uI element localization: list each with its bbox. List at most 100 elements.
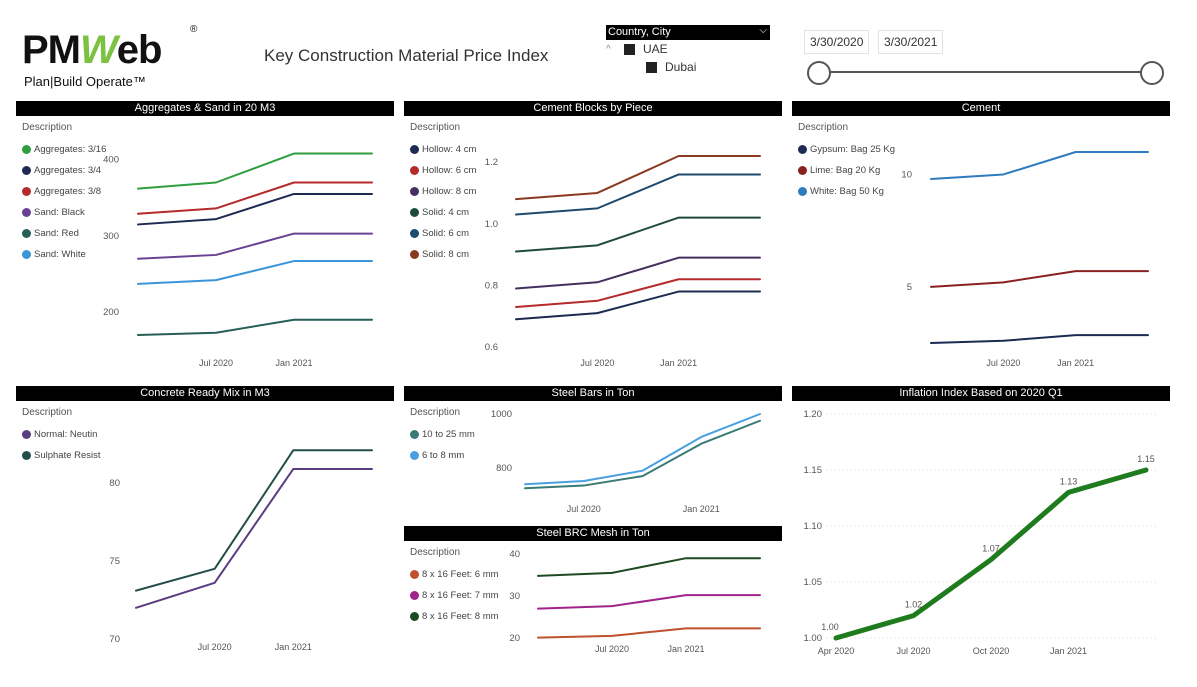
legend-item[interactable]: Sand: Black [22, 202, 106, 223]
series-line[interactable] [537, 557, 761, 577]
series-line[interactable] [137, 192, 373, 226]
chart-plot-area[interactable]: 20 30 40 Jul 2020 Jan 2021 [404, 541, 782, 662]
series-line[interactable] [137, 260, 373, 285]
slicer-item-uae[interactable]: ^ UAE [606, 40, 770, 58]
series-line[interactable] [515, 278, 761, 308]
chart-aggregates-sand[interactable]: Aggregates & Sand in 20 M3 200 300 400 Jul … [16, 101, 394, 378]
series-line[interactable] [537, 627, 761, 639]
legend-label: 6 to 8 mm [422, 450, 465, 461]
chart-steel-bars[interactable]: Steel Bars in Ton 800 1000 Jul 2020 Jan 202… [404, 386, 782, 520]
chart-steel-brc-mesh[interactable]: Steel BRC Mesh in Ton 20 30 40 Jul 2020 Jan … [404, 526, 782, 662]
chart-concrete-ready-mix[interactable]: Concrete Ready Mix in M3 70 75 80 Jul 2020 J… [16, 386, 394, 662]
legend-label: Aggregates: 3/8 [34, 186, 102, 197]
series-line[interactable] [137, 318, 373, 336]
collapse-icon[interactable]: ^ [606, 43, 611, 55]
chart-legend: Description Normal: Neutin Sulphate Resist [22, 407, 101, 466]
legend-item[interactable]: 8 x 16 Feet: 6 mm [410, 564, 499, 585]
series-line[interactable] [515, 216, 761, 253]
chart-inflation-index[interactable]: Inflation Index Based on 2020 Q1 1.00 1.0… [792, 386, 1170, 662]
series-line[interactable] [833, 467, 1149, 641]
chart-plot-area[interactable]: 800 1000 Jul 2020 Jan 2021 [404, 401, 782, 520]
legend-item[interactable]: Solid: 4 cm [410, 202, 476, 223]
legend-item[interactable]: Sulphate Resist [22, 445, 101, 466]
chart-legend: Description Aggregates: 3/16 Aggregates: 3… [22, 122, 106, 265]
legend-dot-icon [410, 187, 419, 196]
y-tick-label: 20 [509, 633, 520, 644]
legend-item[interactable]: Sand: Red [22, 223, 106, 244]
logo-w-letter: W [80, 28, 118, 72]
series-line[interactable] [930, 270, 1149, 288]
legend-item[interactable]: 10 to 25 mm [410, 424, 475, 445]
checkbox-uae[interactable] [624, 43, 635, 55]
x-tick-label: Jan 2021 [683, 504, 720, 514]
legend-item[interactable]: Hollow: 8 cm [410, 181, 476, 202]
legend-item[interactable]: Gypsum: Bag 25 Kg [798, 139, 895, 160]
y-tick-label: 200 [103, 307, 119, 318]
chevron-down-icon[interactable]: ⌵ [759, 25, 767, 36]
legend-item[interactable]: 8 x 16 Feet: 7 mm [410, 585, 499, 606]
y-tick-label: 10 [901, 169, 912, 180]
chart-plot-area[interactable]: 200 300 400 Jul 2020 Jan 2021 [16, 116, 394, 378]
legend-item[interactable]: Aggregates: 3/16 [22, 139, 106, 160]
x-tick-label: Jul 2020 [567, 504, 601, 514]
chart-legend: Description 8 x 16 Feet: 6 mm 8 x 16 Feet:… [410, 547, 499, 627]
legend-label: Hollow: 4 cm [422, 144, 477, 155]
y-tick-label: 1.2 [485, 157, 498, 168]
legend-label: 8 x 16 Feet: 7 mm [422, 590, 499, 601]
country-city-slicer[interactable]: Country, City ⌵ ^ UAE Dubai [606, 25, 770, 76]
series-line[interactable] [515, 290, 761, 321]
legend-title: Description [410, 407, 461, 418]
chart-plot-area[interactable]: 5 10 Jul 2020 Jan 2021 [792, 116, 1170, 378]
date-range-start-handle[interactable] [807, 61, 831, 85]
checkbox-dubai[interactable] [646, 61, 657, 73]
series-line[interactable] [930, 151, 1149, 180]
chart-plot-area[interactable]: 0.6 0.8 1.0 1.2 Jul 2020 Jan 2021 [404, 116, 782, 378]
chart-plot-area[interactable]: 1.00 1.05 1.10 1.15 1.20 Apr 2020 Jul 2020 Oct … [792, 401, 1170, 662]
legend-dot-icon [798, 166, 807, 175]
legend-label: Aggregates: 3/16 [34, 144, 107, 155]
legend-item[interactable]: Hollow: 4 cm [410, 139, 476, 160]
series-line[interactable] [524, 419, 761, 490]
legend-item[interactable]: Aggregates: 3/8 [22, 181, 106, 202]
series-line[interactable] [137, 152, 373, 190]
series-line[interactable] [137, 232, 373, 260]
series-line[interactable] [537, 594, 761, 610]
chart-title: Steel Bars in Ton [404, 386, 782, 401]
legend-item[interactable]: Lime: Bag 20 Kg [798, 160, 895, 181]
chart-plot-area[interactable]: 70 75 80 Jul 2020 Jan 2021 [16, 401, 394, 662]
date-range-end-handle[interactable] [1140, 61, 1164, 85]
legend-item[interactable]: Aggregates: 3/4 [22, 160, 106, 181]
series-line[interactable] [930, 334, 1149, 344]
slicer-item-dubai[interactable]: Dubai [606, 58, 770, 76]
series-line[interactable] [135, 467, 373, 609]
legend-dot-icon [22, 187, 31, 196]
legend-item[interactable]: 8 x 16 Feet: 8 mm [410, 606, 499, 627]
end-date-input[interactable]: 3/30/2021 [878, 30, 944, 54]
legend-item[interactable]: Normal: Neutin [22, 424, 101, 445]
series-line[interactable] [515, 256, 761, 290]
chart-cement[interactable]: Cement 5 10 Jul 2020 Jan 2021 Description Gyp… [792, 101, 1170, 378]
series-line[interactable] [135, 449, 373, 592]
series-line[interactable] [137, 181, 373, 215]
x-tick-label: Apr 2020 [818, 646, 855, 656]
legend-item[interactable]: 6 to 8 mm [410, 445, 475, 466]
legend-item[interactable]: Solid: 6 cm [410, 223, 476, 244]
legend-item[interactable]: Sand: White [22, 244, 106, 265]
data-label: 1.15 [1137, 454, 1155, 464]
series-line[interactable] [515, 173, 761, 216]
slicer-header[interactable]: Country, City ⌵ [606, 25, 770, 40]
start-date-input[interactable]: 3/30/2020 [804, 30, 870, 54]
series-line[interactable] [524, 413, 761, 486]
chart-cement-blocks[interactable]: Cement Blocks by Piece 0.6 0.8 1.0 1.2 Jul 2… [404, 101, 782, 378]
legend-label: Aggregates: 3/4 [34, 165, 102, 176]
legend-item[interactable]: White: Bag 50 Kg [798, 181, 895, 202]
y-tick-label: 1.05 [804, 577, 823, 588]
x-tick-label: Jan 2021 [275, 642, 312, 652]
legend-dot-icon [410, 591, 419, 600]
slicer-item-label: Dubai [665, 60, 697, 74]
series-line[interactable] [515, 155, 761, 201]
date-range-slider-track[interactable] [818, 71, 1152, 73]
legend-item[interactable]: Hollow: 6 cm [410, 160, 476, 181]
logo-text: PMWeb [22, 28, 162, 72]
legend-item[interactable]: Solid: 8 cm [410, 244, 476, 265]
